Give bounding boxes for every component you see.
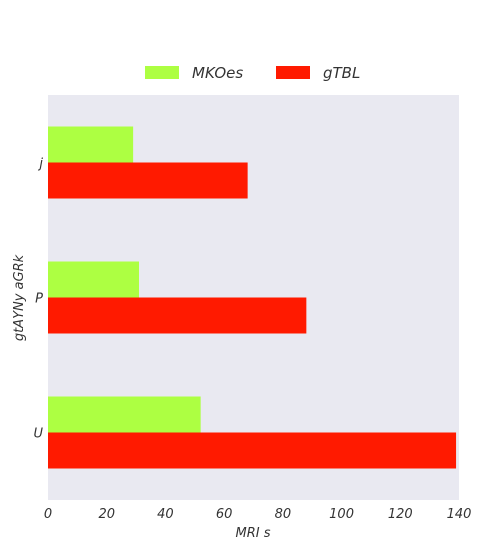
bar-gTBL-j	[48, 162, 248, 199]
legend-label-gTBL: gTBL	[323, 64, 360, 82]
bars-group	[48, 126, 457, 469]
legend-swatch-gTBL	[276, 66, 310, 79]
bar-MKOes-j	[48, 126, 134, 163]
y-tick-label: j	[37, 157, 43, 172]
x-tick-label: 140	[447, 507, 472, 522]
bar-gTBL-U	[48, 432, 457, 469]
y-tick-labels: j P U	[33, 157, 43, 442]
x-tick-label: 120	[388, 507, 413, 522]
y-tick-label: U	[33, 427, 43, 442]
x-tick-label: 100	[329, 507, 354, 522]
bar-MKOes-P	[48, 261, 140, 298]
x-tick-label: 80	[275, 507, 292, 522]
x-tick-label: 40	[157, 507, 174, 522]
bar-gTBL-P	[48, 297, 307, 334]
y-axis-label: gtAYNy aGRk	[12, 254, 27, 341]
x-tick-label: 20	[98, 507, 115, 522]
y-tick-label: P	[35, 292, 43, 307]
legend: MKOes gTBL	[145, 64, 360, 82]
x-tick-labels: 0 20 40 60 80 100 120 140	[44, 507, 472, 522]
x-tick-label: 60	[216, 507, 233, 522]
bar-MKOes-U	[48, 396, 201, 433]
x-tick-label: 0	[44, 507, 52, 522]
x-axis-label: MRI s	[236, 526, 271, 541]
legend-swatch-MKOes	[145, 66, 179, 79]
legend-label-MKOes: MKOes	[192, 64, 243, 82]
